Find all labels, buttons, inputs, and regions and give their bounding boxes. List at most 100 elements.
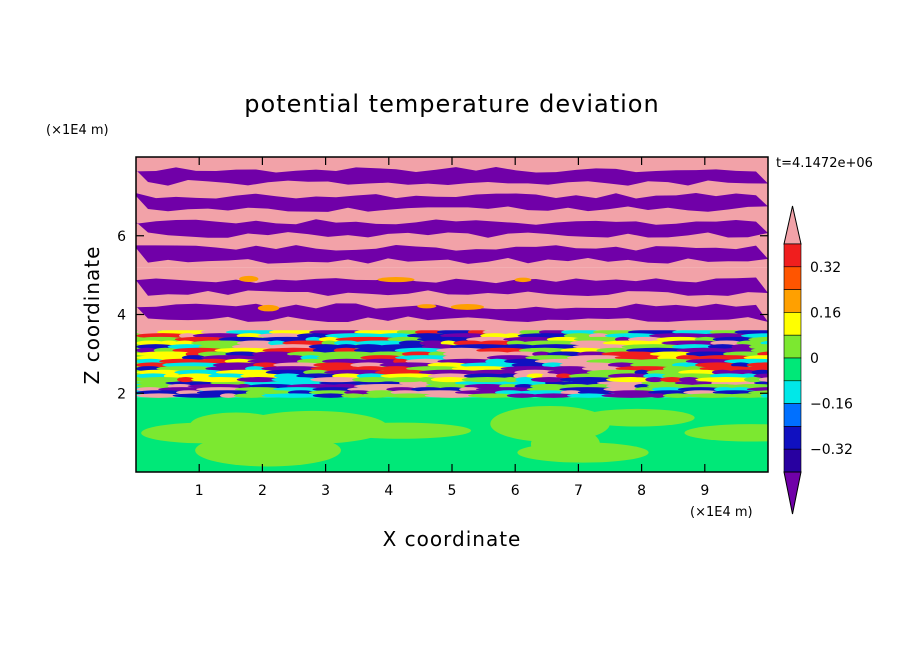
field-contour [257, 304, 280, 312]
field-contour [560, 329, 601, 335]
field-contour [605, 383, 642, 389]
field-contour [646, 383, 698, 389]
field-contour [136, 245, 768, 264]
field-contour [707, 344, 738, 350]
field-contour [335, 344, 358, 350]
field-contour [273, 387, 323, 392]
field-contour [136, 333, 190, 339]
field-contour [236, 377, 281, 383]
x-tick-label: 4 [384, 483, 393, 499]
field-contour [727, 393, 768, 398]
field-contour [586, 358, 648, 364]
colorbar-label: 0.32 [810, 260, 841, 276]
field-contour [753, 373, 768, 379]
field-contour [556, 373, 572, 379]
field-contour [695, 377, 757, 383]
field-contour [530, 377, 568, 383]
field-contour [649, 393, 667, 398]
field-contour [746, 387, 768, 392]
field-contour [530, 383, 568, 389]
field-contour [271, 377, 321, 383]
field-contour [225, 329, 280, 335]
field-contour [744, 377, 763, 383]
plot-area [136, 157, 768, 472]
field-contour [634, 369, 650, 375]
colorbar-label: 0.16 [810, 305, 841, 321]
field-contour [136, 193, 768, 212]
x-tick-label: 9 [700, 483, 709, 499]
field-contour [475, 387, 540, 392]
field-contour [563, 333, 596, 339]
field-contour [645, 377, 664, 383]
field-contour [233, 393, 269, 398]
x-tick-label: 2 [258, 483, 267, 499]
field-contour [494, 390, 524, 395]
field-contour [318, 336, 340, 342]
colorbar-segment [783, 403, 802, 427]
field-contour [136, 219, 768, 238]
colorbar-segment [783, 289, 802, 313]
field-contour [313, 362, 360, 368]
x-axis-ticks: 1 2 3 4 5 6 7 8 9 [195, 157, 709, 499]
field-contour [308, 390, 353, 395]
field-contour [427, 373, 473, 379]
colorbar-segment [783, 448, 802, 473]
field-contour [517, 442, 649, 463]
field-contour [261, 366, 324, 372]
field-contour [514, 277, 532, 283]
field-contour [684, 424, 768, 442]
field-contour [350, 362, 387, 368]
field-contour [662, 393, 693, 398]
field-contour [518, 347, 571, 353]
field-contour [421, 344, 457, 350]
field-contour [436, 347, 487, 353]
x-axis-label: X coordinate [383, 527, 522, 551]
field-contour [760, 393, 768, 398]
field-contour [191, 377, 249, 383]
field-contour [734, 329, 768, 335]
field-contour [450, 303, 485, 310]
time-label: t=4.1472e+06 [776, 156, 873, 171]
field-contour [643, 373, 667, 379]
field-contour [312, 347, 339, 353]
field-contour [506, 393, 538, 398]
field-contour [424, 393, 479, 398]
field-contour [607, 373, 652, 379]
field-contour [531, 393, 577, 398]
field-contour [330, 422, 472, 439]
y-tick-label: 2 [117, 386, 126, 402]
field-contour [136, 351, 199, 357]
x-tick-label: 3 [321, 483, 330, 499]
field-contour [606, 377, 656, 383]
field-contour [136, 277, 768, 296]
field-contour [190, 412, 282, 437]
field-contour [677, 387, 724, 392]
field-contour [502, 377, 519, 383]
field-contour [214, 347, 275, 353]
field-contour [661, 340, 723, 346]
field-contour [384, 377, 427, 383]
colorbar-label: −0.16 [810, 397, 853, 413]
field-contour [661, 373, 722, 379]
y-tick-label: 4 [117, 308, 126, 324]
field-contour [190, 340, 249, 346]
field-contour [235, 383, 252, 389]
field-contour [136, 393, 182, 398]
field-contour [316, 355, 372, 361]
field-contour [751, 369, 768, 375]
field-contour [177, 377, 195, 383]
field-contour [760, 340, 768, 346]
field-contour [750, 347, 768, 353]
field-contour [649, 351, 695, 357]
y-axis-ticks: 2 4 6 [117, 229, 768, 402]
colorbar-segment [783, 426, 802, 450]
field-contour [601, 393, 662, 398]
field-contour [607, 362, 636, 368]
field-contour [234, 387, 283, 392]
x-tick-label: 1 [195, 483, 204, 499]
field-contour [560, 377, 618, 383]
field-contour [500, 366, 561, 372]
colorbar-label: 0 [810, 351, 819, 367]
field-contour [261, 393, 326, 398]
